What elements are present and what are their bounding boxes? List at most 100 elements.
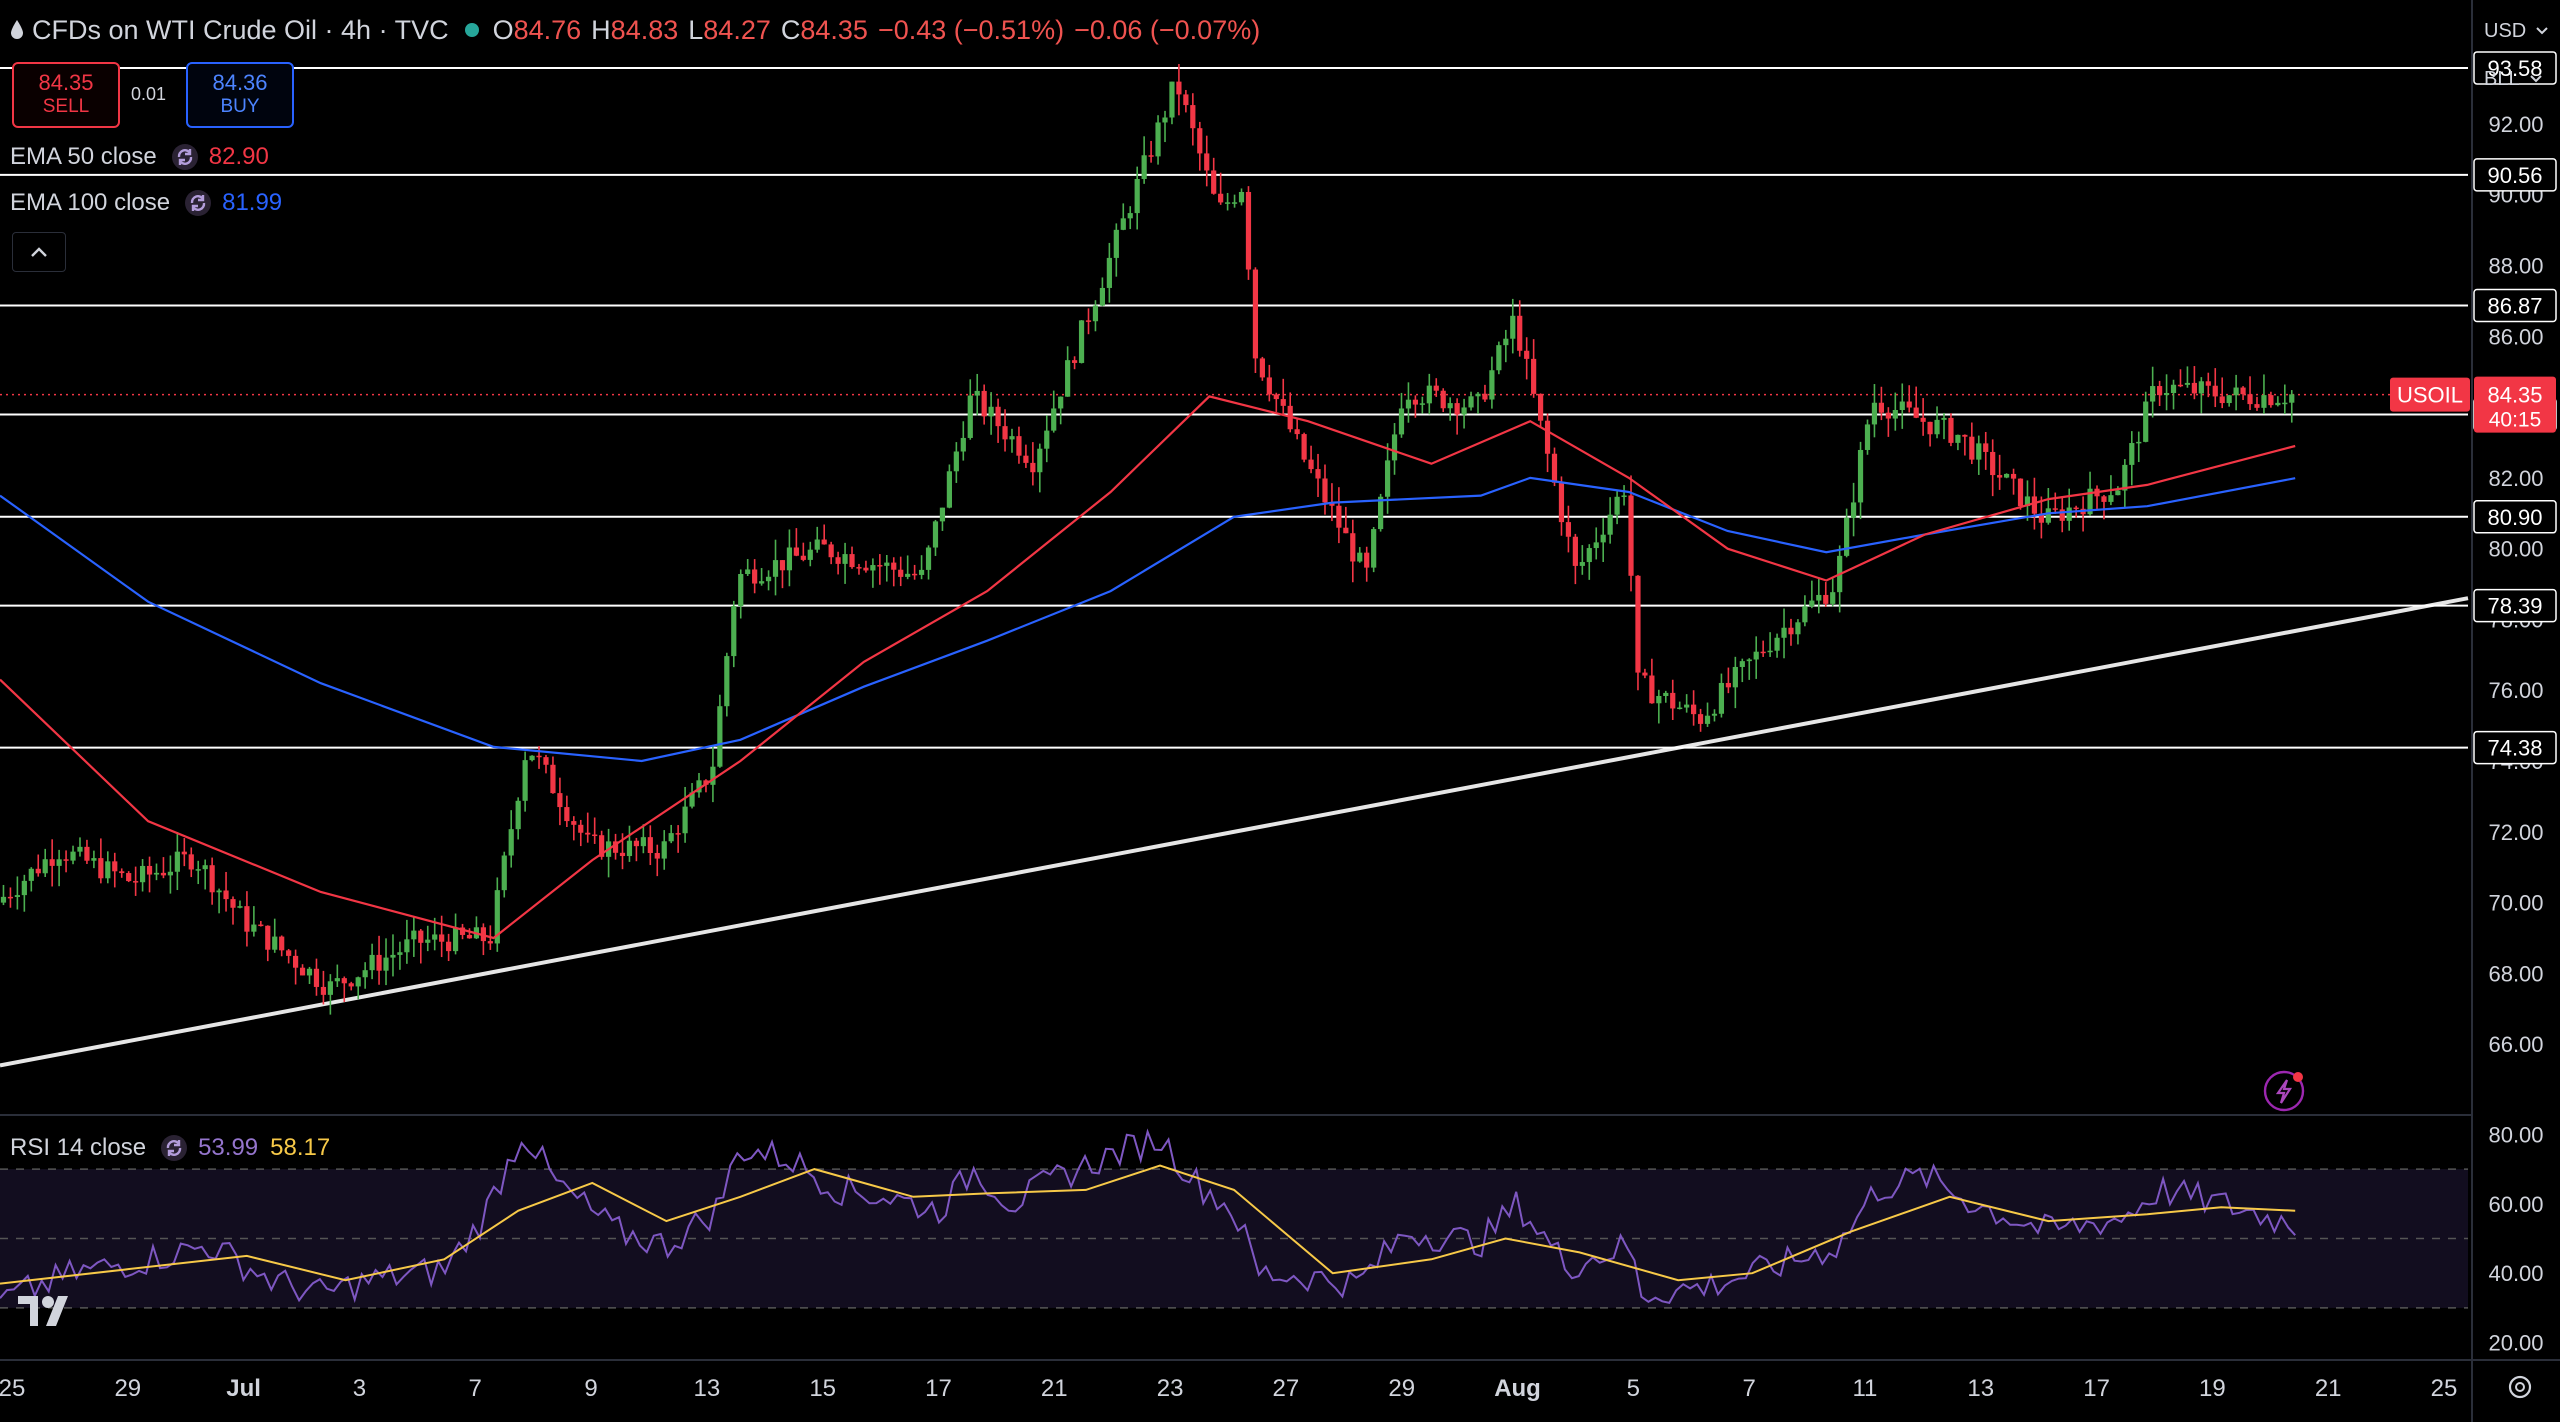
candle-body bbox=[2038, 513, 2044, 523]
candle-body bbox=[1600, 534, 1606, 543]
candle-body bbox=[585, 832, 591, 835]
candle-body bbox=[1697, 714, 1704, 724]
level-tag-label: 80.90 bbox=[2487, 505, 2542, 530]
candle-body bbox=[1190, 105, 1196, 129]
candle-body bbox=[772, 560, 779, 577]
time-tick-label: 3 bbox=[353, 1375, 366, 1402]
candle-body bbox=[1336, 505, 1342, 528]
time-tick-label: 19 bbox=[2199, 1375, 2226, 1402]
candle bbox=[842, 542, 848, 584]
candle-body bbox=[974, 390, 980, 396]
symbol-legend[interactable]: CFDs on WTI Crude Oil · 4h · TVC O 84.76 … bbox=[10, 10, 1270, 50]
candle bbox=[807, 541, 813, 567]
candle bbox=[745, 559, 751, 576]
candle bbox=[1426, 373, 1432, 415]
candle bbox=[2150, 366, 2156, 418]
candle bbox=[1245, 186, 1252, 280]
candle-body bbox=[1085, 320, 1092, 322]
candle bbox=[1544, 413, 1551, 473]
candle-body bbox=[654, 852, 660, 859]
candles bbox=[0, 64, 2295, 1015]
candle-body bbox=[1044, 430, 1050, 449]
candle-body bbox=[181, 851, 187, 855]
candle-body bbox=[1378, 496, 1384, 530]
candle bbox=[1927, 421, 1933, 447]
candle bbox=[397, 941, 403, 970]
candle-body bbox=[1718, 682, 1725, 714]
rsi-tick-label: 20.00 bbox=[2488, 1331, 2543, 1356]
candle-body bbox=[550, 764, 556, 794]
buy-button[interactable]: 84.36 BUY bbox=[186, 62, 294, 128]
close-label: C bbox=[780, 14, 801, 45]
candle-body bbox=[2233, 387, 2239, 396]
candle-body bbox=[529, 755, 535, 761]
candle bbox=[1218, 172, 1224, 205]
cycle-icon[interactable] bbox=[184, 189, 212, 217]
candle bbox=[981, 384, 987, 425]
candle-body bbox=[1767, 650, 1773, 653]
candle-body bbox=[765, 576, 772, 582]
candle bbox=[306, 966, 313, 985]
time-tick-label: 29 bbox=[1388, 1375, 1415, 1402]
currency-select[interactable]: USD bbox=[2476, 8, 2560, 54]
candle-body bbox=[2170, 384, 2177, 394]
candle bbox=[988, 392, 994, 435]
level-tag bbox=[2473, 288, 2557, 323]
candle-body bbox=[1551, 453, 1558, 483]
candle-body bbox=[1586, 548, 1592, 563]
candle-body bbox=[619, 852, 626, 857]
candle bbox=[327, 974, 333, 1015]
candle-body bbox=[7, 896, 14, 899]
candle-body bbox=[1537, 393, 1544, 421]
candle-body bbox=[515, 800, 521, 830]
candle-body bbox=[487, 941, 493, 944]
candle-body bbox=[877, 565, 883, 567]
candle bbox=[522, 751, 528, 812]
candle-body bbox=[1850, 502, 1857, 518]
candle bbox=[828, 541, 834, 565]
candle bbox=[1600, 518, 1606, 563]
cycle-icon[interactable] bbox=[171, 143, 199, 171]
last-price-label: 84.35 bbox=[2487, 383, 2542, 408]
collapse-legend-button[interactable] bbox=[12, 232, 66, 272]
level-tag-label: 90.56 bbox=[2487, 163, 2542, 188]
candle bbox=[731, 600, 737, 668]
candle bbox=[355, 976, 361, 1000]
candle-body bbox=[1704, 715, 1711, 724]
candle-body bbox=[494, 890, 500, 944]
cycle-icon[interactable] bbox=[160, 1134, 188, 1162]
candle bbox=[376, 935, 382, 985]
candle bbox=[2017, 478, 2024, 510]
candle-body bbox=[1065, 360, 1071, 397]
candle-body bbox=[1510, 315, 1516, 339]
time-tick-label: 11 bbox=[1852, 1375, 1877, 1402]
ema100-legend[interactable]: EMA 100 close 81.99 bbox=[10, 186, 282, 220]
sell-button[interactable]: 84.35 SELL bbox=[12, 62, 120, 128]
candle bbox=[2205, 372, 2211, 398]
candle-body bbox=[1544, 420, 1551, 454]
candle-body bbox=[696, 780, 702, 793]
candle-body bbox=[1322, 478, 1328, 503]
candle-body bbox=[1280, 399, 1286, 406]
candle bbox=[1092, 300, 1099, 332]
candle-body bbox=[2031, 496, 2038, 514]
candle-body bbox=[1871, 402, 1878, 425]
symbol-title[interactable]: CFDs on WTI Crude Oil · 4h · TVC bbox=[32, 14, 449, 45]
price-tick-label: 68.00 bbox=[2488, 961, 2543, 986]
candle-body bbox=[1934, 419, 1940, 435]
rsi-legend[interactable]: RSI 14 close 53.99 58.17 bbox=[10, 1131, 330, 1165]
ema50-legend[interactable]: EMA 50 close 82.90 bbox=[10, 140, 269, 174]
candle-body bbox=[2191, 382, 2197, 394]
candle-body bbox=[84, 846, 90, 861]
candle bbox=[1524, 337, 1530, 380]
candle-body bbox=[91, 858, 97, 861]
candle bbox=[292, 949, 299, 985]
candle bbox=[2282, 384, 2288, 415]
price-tick-label: 86.00 bbox=[2488, 324, 2543, 349]
candle bbox=[1788, 618, 1794, 646]
candle bbox=[1308, 445, 1314, 474]
unit-select[interactable]: BLL bbox=[2476, 56, 2560, 102]
candle bbox=[501, 851, 507, 898]
candle bbox=[1016, 426, 1022, 464]
